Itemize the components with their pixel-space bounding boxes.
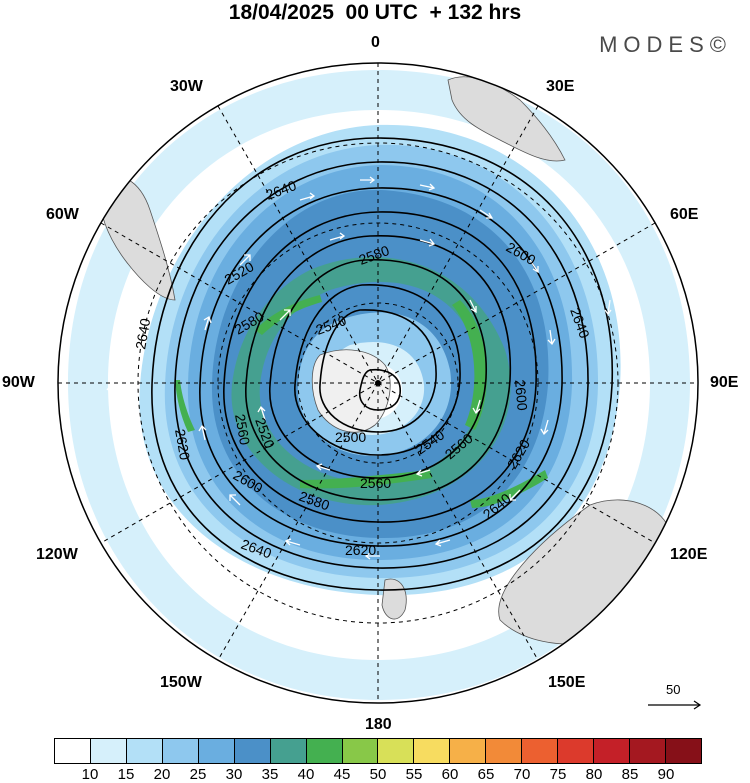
lon-label-60e: 60E xyxy=(670,206,699,223)
colorbar-segment xyxy=(558,739,595,763)
lon-label-30w: 30W xyxy=(170,78,203,95)
colorbar-tick-label: 80 xyxy=(585,766,603,783)
colorbar-segment xyxy=(234,739,271,763)
colorbar-segment xyxy=(342,739,379,763)
contour-label: 2500 xyxy=(335,429,366,445)
lon-label-120e: 120E xyxy=(670,546,708,563)
colorbar-tick-label: 55 xyxy=(405,766,423,783)
lon-label-150w: 150W xyxy=(160,674,202,691)
contour-label: 2560 xyxy=(360,475,391,491)
colorbar-tick-label: 15 xyxy=(117,766,135,783)
contour-label: 2560 xyxy=(232,413,253,447)
colorbar-tick-label: 90 xyxy=(657,766,675,783)
colorbar-segment xyxy=(522,739,559,763)
colorbar-segment xyxy=(55,739,91,763)
colorbar-segment xyxy=(198,739,235,763)
height-contours xyxy=(151,137,613,591)
colorbar-tick-label: 25 xyxy=(189,766,207,783)
colorbar-segment xyxy=(378,739,415,763)
contour-label: 2620 xyxy=(172,428,193,462)
contour-label: 2640 xyxy=(132,317,153,351)
colorbar-segment xyxy=(630,739,666,763)
lon-label-30e: 30E xyxy=(546,78,575,95)
colorbar-tick-label: 35 xyxy=(261,766,279,783)
lon-label-90e: 90E xyxy=(710,374,739,391)
colorbar-segment xyxy=(414,739,451,763)
colorbar-tick-label: 65 xyxy=(477,766,495,783)
colorbar-ticks: 10 15 20 25 30 35 40 45 50 55 60 65 70 75 80 85 90 xyxy=(54,766,702,783)
colorbar-tick-label: 10 xyxy=(81,766,99,783)
contour-label: 2620 xyxy=(345,542,376,558)
reference-vector-label: 50 xyxy=(666,682,681,697)
colorbar-segment xyxy=(126,739,163,763)
colorbar-segment xyxy=(486,739,523,763)
lon-label-150e: 150E xyxy=(548,674,586,691)
colorbar-segment xyxy=(306,739,343,763)
colorbar-tick-label: 30 xyxy=(225,766,243,783)
map-title: 18/04/2025 00 UTC + 132 hrs xyxy=(228,1,522,24)
lon-label-60w: 60W xyxy=(46,206,79,223)
polar-map: 2640 2640 2640 2640 2640 2620 2620 2620 … xyxy=(57,62,702,710)
lon-label-180: 180 xyxy=(365,716,392,733)
wind-vectors xyxy=(106,176,624,560)
colorbar-tick-label: 50 xyxy=(369,766,387,783)
colorbar-tick-label: 60 xyxy=(441,766,459,783)
modes-logo: MODES© xyxy=(599,32,732,57)
map-boundary xyxy=(57,62,699,704)
lon-label-90w: 90W xyxy=(2,374,35,391)
contour-label: 2600 xyxy=(512,379,531,412)
colorbar-tick-label: 40 xyxy=(297,766,315,783)
colorbar-segment xyxy=(162,739,199,763)
colorbar-segment xyxy=(665,739,701,763)
colorbar-segment xyxy=(450,739,487,763)
lon-label-120w: 120W xyxy=(36,546,78,563)
lon-label-0: 0 xyxy=(371,34,380,51)
colorbar-tick-label: 85 xyxy=(621,766,639,783)
colorbar-tick-label: 45 xyxy=(333,766,351,783)
reference-vector xyxy=(648,700,702,710)
colorbar-segment xyxy=(270,739,307,763)
wind-speed-fill xyxy=(58,63,698,703)
colorbar-tick-label: 70 xyxy=(513,766,531,783)
colorbar-segment xyxy=(594,739,630,763)
pole-marker xyxy=(375,380,381,386)
colorbar xyxy=(54,738,702,764)
colorbar-tick-label: 75 xyxy=(549,766,567,783)
colorbar-tick-label: 20 xyxy=(153,766,171,783)
colorbar-segment xyxy=(90,739,127,763)
